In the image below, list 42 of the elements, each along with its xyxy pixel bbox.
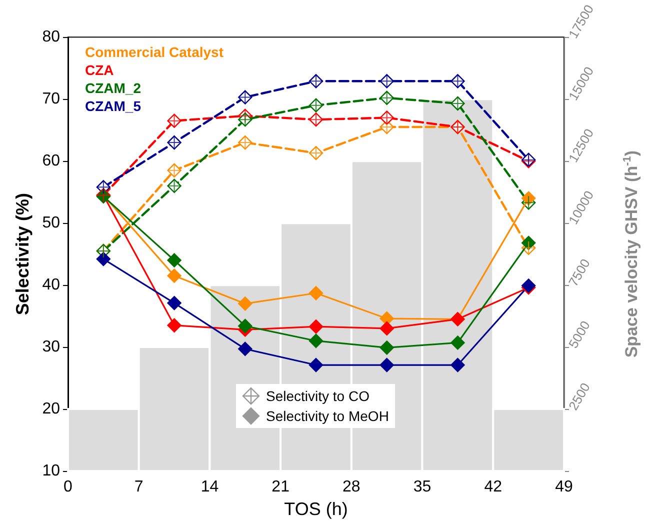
text: Commercial Catalyst <box>85 44 224 60</box>
point <box>308 319 324 334</box>
y-tick-label: 70 <box>42 90 60 108</box>
annotation: Selectivity to MeOH <box>266 407 389 426</box>
y-tick-label: 50 <box>42 214 60 232</box>
point <box>308 286 324 300</box>
text: CZAM_5 <box>85 98 142 114</box>
point <box>308 334 324 348</box>
x-tick-label: 21 <box>272 478 290 496</box>
point <box>167 296 182 310</box>
y-tick-label: 60 <box>42 152 60 170</box>
point <box>167 318 182 332</box>
y-tick-label: 10 <box>42 462 60 480</box>
x-tick-label: 0 <box>64 478 73 496</box>
y-tick-label: 30 <box>42 338 60 356</box>
point <box>238 296 252 311</box>
point <box>380 340 394 355</box>
point <box>167 253 182 268</box>
point <box>238 342 252 356</box>
x-tick-label: 35 <box>413 478 432 496</box>
y2-axis-title: Space velocity GHSV (h-1) <box>622 150 641 358</box>
point <box>380 358 394 372</box>
point <box>167 268 182 283</box>
y-axis-title: Selectivity (%) <box>12 193 32 316</box>
text: CZAM_2 <box>85 80 142 96</box>
x-tick-label: 7 <box>134 478 144 496</box>
y-tick-label: 40 <box>42 276 60 294</box>
point <box>450 358 465 372</box>
x-tick-label: 49 <box>555 478 573 496</box>
text: CZA <box>85 62 114 78</box>
y-tick-label: 20 <box>42 400 60 418</box>
x-tick-label: 28 <box>342 478 360 496</box>
x-tick-label: 42 <box>484 478 502 496</box>
point <box>308 358 324 372</box>
point <box>380 321 394 336</box>
annotation: Selectivity to CO <box>266 387 370 406</box>
point <box>238 318 252 334</box>
point <box>96 252 111 266</box>
x-tick-label: 14 <box>200 478 219 496</box>
point <box>450 336 465 350</box>
x-axis-title: TOS (h) <box>284 498 348 519</box>
y-tick-label: 80 <box>42 28 60 46</box>
